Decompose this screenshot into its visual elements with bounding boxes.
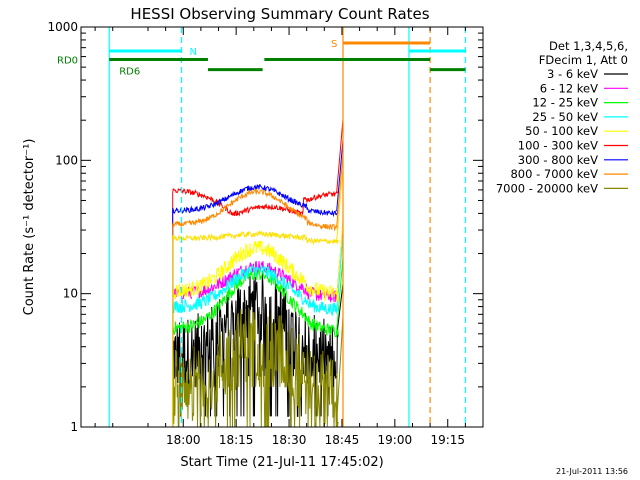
plot-area: N S RD0 RD6 [57, 27, 466, 428]
y-tick-label-3: 1000 [47, 20, 78, 34]
axes: 1 10 100 1000 18:00 18:15 18:30 18:45 19:00 19:15 [47, 20, 483, 447]
legend-label-5: 100 - 300 keV [518, 139, 598, 153]
legend-label-3: 25 - 50 keV [532, 110, 598, 124]
legend-label-4: 50 - 100 keV [525, 124, 598, 138]
x-tick-label-4: 19:00 [378, 433, 413, 447]
flag-label-2: RD0 [57, 56, 78, 67]
legend-label-8: 7000 - 20000 keV [496, 181, 598, 195]
x-tick-label-2: 18:30 [272, 433, 307, 447]
y-axis-label: Count Rate (s⁻¹ detector⁻¹) [22, 139, 37, 316]
y-tick-label-0: 1 [70, 420, 78, 434]
series-line-3 [172, 235, 344, 427]
flag-label-3: RD6 [119, 67, 140, 78]
series-line-7 [172, 153, 344, 427]
series-line-2 [172, 257, 344, 427]
x-tick-label-0: 18:00 [166, 433, 201, 447]
legend-label-2: 12 - 25 keV [532, 96, 598, 110]
x-tick-label-5: 19:15 [430, 433, 465, 447]
series-line-5 [172, 118, 344, 427]
plot-frame [80, 26, 484, 428]
render-timestamp: 21-Jul-2011 13:56 [556, 467, 628, 476]
legend-label-7: 800 - 7000 keV [510, 167, 598, 181]
flag-label-1: S [331, 39, 337, 50]
series-line-8 [172, 307, 344, 428]
series-line-9 [172, 167, 344, 427]
legend-header-detectors: Det 1,3,4,5,6, [549, 39, 628, 53]
y-tick-label-2: 100 [55, 153, 78, 167]
y-tick-label-1: 10 [63, 287, 78, 301]
series-line-6 [172, 139, 344, 427]
x-tick-label-3: 18:45 [325, 433, 360, 447]
legend-label-1: 6 - 12 keV [540, 81, 598, 95]
chart-title: HESSI Observing Summary Count Rates [130, 5, 429, 23]
legend: Det 1,3,4,5,6, FDecim 1, Att 0 3 - 6 keV… [496, 39, 628, 195]
series-line-4 [172, 219, 344, 427]
x-axis-label: Start Time (21-Jul-11 17:45:02) [180, 455, 383, 470]
x-tick-label-1: 18:15 [219, 433, 254, 447]
legend-header-attenuator: FDecim 1, Att 0 [539, 53, 628, 67]
legend-label-0: 3 - 6 keV [547, 67, 598, 81]
flag-label-0: N [190, 47, 197, 58]
legend-label-6: 300 - 800 keV [518, 153, 598, 167]
series-line-0 [172, 270, 344, 427]
